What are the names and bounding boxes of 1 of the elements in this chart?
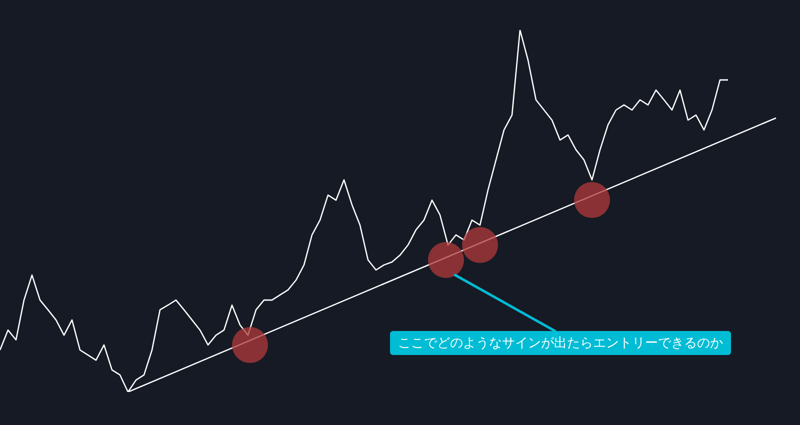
annotation: ここでどのようなサインが出たらエントリーできるのか bbox=[390, 331, 731, 355]
